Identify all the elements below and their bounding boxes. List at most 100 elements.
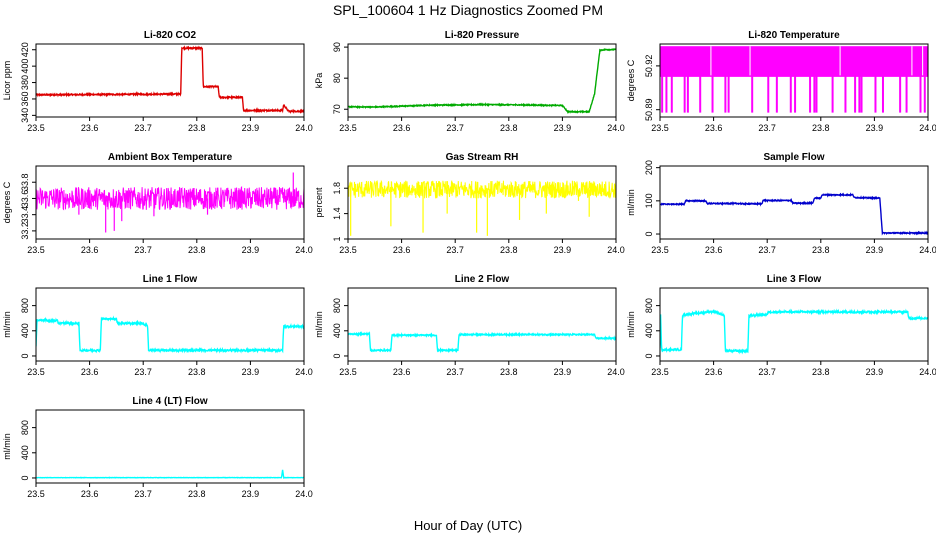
x-tick-label: 23.7 [758,245,776,255]
x-tick-label: 23.5 [651,367,669,377]
x-tick-label: 23.9 [242,489,260,499]
x-tick-label: 23.8 [188,367,206,377]
y-tick-label: 33.4 [20,206,30,224]
chart-panel-co2: Li-820 CO2 Licor ppm 23.5 23.6 23.7 23.8 23.9 2… [2,30,313,133]
y-axis-label: ml/min [626,189,636,216]
x-tick-label: 23.8 [188,123,206,133]
series-band [660,46,928,77]
x-tick-label: 23.5 [651,123,669,133]
panel-title: Ambient Box Temperature [108,152,233,163]
chart-panel-line1-flow: Line 1 Flow ml/min 23.5 23.6 23.7 23.8 23.9 24.… [2,274,313,377]
chart-panel-line3-flow: Line 3 Flow ml/min 23.5 23.6 23.7 23.8 23.9 24.… [626,274,936,377]
x-tick-label: 23.5 [27,367,45,377]
plot-frame [659,165,929,240]
x-tick-label: 23.6 [81,367,99,377]
y-tick-label: 70 [332,104,342,114]
y-axis-label: Licor ppm [2,61,12,101]
data-area [660,192,928,236]
plot-frame [35,409,305,484]
plot-frame [35,43,305,118]
series-line [36,185,304,211]
y-tick-label: 380 [20,75,30,90]
series-line [660,192,928,236]
y-tick-label: 420 [20,42,30,57]
data-area [348,48,616,114]
y-tick-label: 340 [20,108,30,123]
x-tick-label: 24.0 [295,367,313,377]
plot-frame [347,165,617,240]
panel-title: Line 2 Flow [455,274,510,285]
x-tick-label: 23.8 [812,245,830,255]
y-axis-label: ml/min [2,433,12,460]
chart-panel-line4-flow: Line 4 (LT) Flow ml/min 23.5 23.6 23.7 23.8 23… [2,396,313,499]
x-tick-label: 23.9 [242,123,260,133]
x-tick-label: 23.6 [705,123,723,133]
y-tick-label: 0 [332,353,342,358]
x-tick-label: 23.7 [758,367,776,377]
panel-title: Line 4 (LT) Flow [132,396,208,407]
x-tick-label: 23.5 [339,123,357,133]
data-area [348,179,616,236]
panel-title: Gas Stream RH [446,152,519,163]
x-tick-label: 23.6 [393,367,411,377]
y-tick-label: 1.4 [332,207,342,220]
y-tick-label: 100 [644,193,654,208]
y-tick-label: 800 [332,298,342,313]
x-tick-label: 23.9 [866,123,884,133]
y-tick-label: 80 [332,73,342,83]
y-axis-label: ml/min [2,311,12,338]
x-tick-label: 23.9 [866,245,884,255]
y-tick-label: 400 [20,323,30,338]
y-tick-label: 90 [332,42,342,52]
y-axis-label: percent [314,187,324,218]
x-tick-label: 24.0 [607,367,625,377]
y-axis-label: degrees C [626,59,636,101]
x-tick-label: 24.0 [295,123,313,133]
plot-frame [35,287,305,362]
page-title: SPL_100604 1 Hz Diagnostics Zoomed PM [332,2,604,18]
x-tick-label: 24.0 [919,123,936,133]
y-tick-label: 33.8 [20,173,30,191]
panel-title: Li-820 Temperature [748,30,840,41]
x-tick-label: 23.9 [554,123,572,133]
y-tick-label: 0 [20,475,30,480]
y-axis-label: kPa [314,73,324,89]
x-tick-label: 23.6 [393,123,411,133]
x-tick-label: 23.7 [134,367,152,377]
y-tick-label: 0 [20,353,30,358]
x-tick-label: 23.8 [500,123,518,133]
y-axis-label: ml/min [314,311,324,338]
y-tick-label: 400 [20,59,30,74]
plot-frame [659,287,929,362]
x-tick-label: 23.5 [651,245,669,255]
chart-panel-line2-flow: Line 2 Flow ml/min 23.5 23.6 23.7 23.8 23.9 24.… [314,274,625,377]
y-axis-label: ml/min [626,311,636,338]
data-area [660,308,928,355]
x-tick-label: 23.8 [812,123,830,133]
y-tick-label: 400 [20,445,30,460]
data-area [660,46,928,113]
data-area [36,315,304,354]
x-tick-label: 23.7 [758,123,776,133]
data-area [36,172,304,233]
y-tick-label: 400 [332,323,342,338]
x-tick-label: 23.5 [27,123,45,133]
x-tick-label: 23.6 [705,367,723,377]
x-tick-label: 23.9 [554,367,572,377]
series-line [348,48,616,114]
x-tick-label: 23.6 [81,245,99,255]
panel-title: Li-820 Pressure [445,30,520,41]
y-tick-label: 50.92 [644,55,654,78]
x-tick-label: 23.8 [500,367,518,377]
data-area [36,45,304,115]
chart-panel-box-temperature: Ambient Box Temperature degrees C 23.5 23.6… [2,152,313,255]
x-tick-label: 23.5 [339,245,357,255]
y-tick-label: 800 [20,420,30,435]
x-tick-label: 23.5 [339,367,357,377]
x-tick-label: 23.5 [27,489,45,499]
series-line [660,308,928,355]
plot-frame [659,43,929,118]
y-tick-label: 1 [332,236,342,241]
panel-title: Line 3 Flow [767,274,822,285]
panel-title: Sample Flow [763,152,824,163]
